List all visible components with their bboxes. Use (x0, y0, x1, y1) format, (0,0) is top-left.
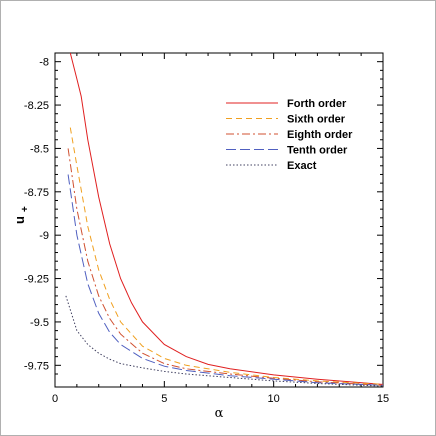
x-tick-label: 0 (52, 393, 58, 405)
legend-label: Eighth order (287, 129, 353, 141)
x-tick-label: 15 (377, 393, 389, 405)
legend-label: Sixth order (287, 114, 346, 126)
series-line (69, 127, 383, 385)
legend-label: Forth order (287, 98, 347, 110)
series-line (65, 295, 383, 387)
y-tick-label: -9.75 (24, 360, 49, 372)
y-axis-label: u (12, 216, 27, 224)
series-line (67, 174, 383, 386)
y-tick-label: -8.5 (30, 143, 49, 155)
y-tick-label: -8.75 (24, 187, 49, 199)
y-axis-label-subscript: + (20, 206, 31, 212)
legend-label: Exact (287, 160, 317, 172)
x-axis-label: α (215, 406, 224, 421)
y-tick-label: -8.25 (24, 100, 49, 112)
y-axis-label-group: u+ (12, 206, 31, 224)
x-tick-label: 5 (161, 393, 167, 405)
series-line (69, 53, 383, 385)
legend-label: Tenth order (287, 145, 348, 157)
y-tick-label: -9.25 (24, 274, 49, 286)
y-tick-label: -9 (39, 230, 49, 242)
y-tick-label: -8 (39, 57, 49, 69)
series-group (65, 53, 383, 387)
plot-area-border (54, 52, 384, 388)
x-tick-label: 10 (268, 393, 280, 405)
series-line (67, 148, 383, 386)
y-tick-label: -9.5 (30, 317, 49, 329)
